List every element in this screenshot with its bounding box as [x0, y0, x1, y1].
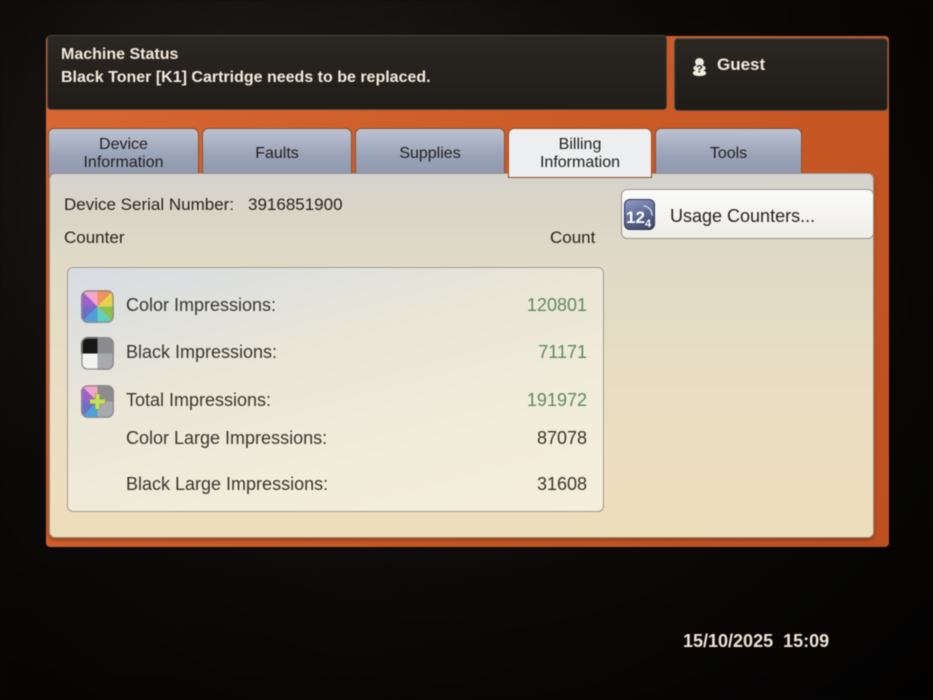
svg-text:12: 12 — [626, 208, 645, 227]
svg-text:?: ? — [696, 64, 703, 76]
svg-text:4: 4 — [645, 218, 652, 230]
